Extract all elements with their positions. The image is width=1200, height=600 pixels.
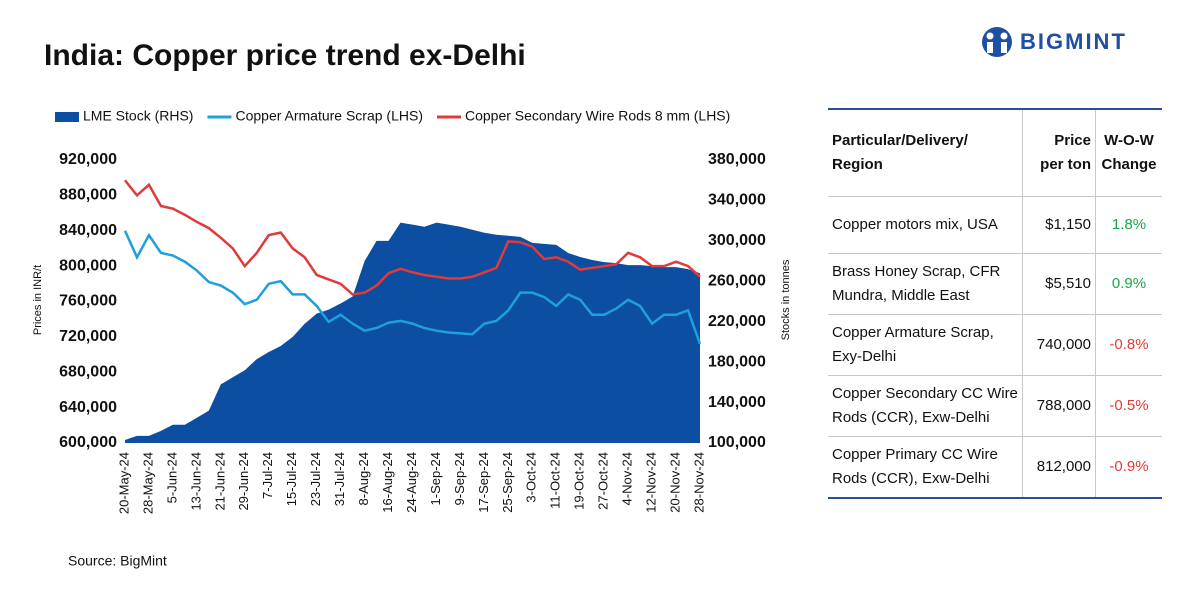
y-tick-label: 680,000 xyxy=(59,363,117,380)
price-table: Particular/Delivery/ Region Price per to… xyxy=(828,108,1162,499)
x-tick-label: 28-Nov-24 xyxy=(691,452,706,513)
change-cell: -0.9% xyxy=(1095,436,1162,499)
y-tick-label: 600,000 xyxy=(59,434,117,451)
header-cell: Particular/Delivery/ Region xyxy=(828,108,1023,197)
logo-icon xyxy=(982,27,1012,57)
y-axis-label: Prices in INR/t xyxy=(32,265,44,335)
logo-icon xyxy=(987,42,993,53)
y2-tick-label: 260,000 xyxy=(708,273,766,290)
x-tick-label: 19-Oct-24 xyxy=(572,452,587,510)
price-cell: 812,000 xyxy=(1022,436,1096,499)
legend-label: Copper Armature Scrap (LHS) xyxy=(235,108,423,124)
change-cell: 0.9% xyxy=(1095,253,1162,315)
table-row: Copper Armature Scrap, Exy-Delhi 740,000-… xyxy=(828,314,1162,376)
row-label: Copper Primary CC Wire Rods (CCR), Exw-D… xyxy=(828,436,1023,499)
y2-tick-label: 380,000 xyxy=(708,151,766,168)
price-cell: $1,150 xyxy=(1022,196,1096,254)
table-row: Copper Secondary CC Wire Rods (CCR), Exw… xyxy=(828,375,1162,437)
x-tick-label: 17-Sep-24 xyxy=(476,452,491,513)
table-row: Brass Honey Scrap, CFR Mundra, Middle Ea… xyxy=(828,253,1162,315)
x-tick-label: 9-Sep-24 xyxy=(452,452,467,505)
table-row: Copper motors mix, USA $1,150 1.8% xyxy=(828,196,1162,254)
y2-tick-label: 300,000 xyxy=(708,232,766,249)
source-note: Source: BigMint xyxy=(68,553,167,569)
line xyxy=(124,179,701,296)
line xyxy=(123,230,702,345)
x-tick-label: 1-Sep-24 xyxy=(428,452,443,505)
row-label: Brass Honey Scrap, CFR Mundra, Middle Ea… xyxy=(828,253,1023,315)
y-tick-label: 760,000 xyxy=(59,293,117,310)
legend-swatch xyxy=(55,112,79,122)
y-tick-label: 840,000 xyxy=(59,222,117,239)
x-tick-label: 28-May-24 xyxy=(140,452,155,514)
x-tick-label: 11-Oct-24 xyxy=(548,452,563,509)
change-cell: 1.8% xyxy=(1095,196,1162,254)
x-tick-label: 23-Jul-24 xyxy=(308,452,323,506)
x-tick-label: 3-Oct-24 xyxy=(524,452,539,503)
x-tick-label: 5-Jun-24 xyxy=(164,452,179,503)
logo-icon xyxy=(986,32,994,40)
x-tick-label: 21-Jun-24 xyxy=(212,452,227,511)
logo: BIGMINT xyxy=(982,27,1127,57)
y2-tick-label: 100,000 xyxy=(708,434,766,451)
y2-axis-label: Stocks in tonnes xyxy=(780,259,792,340)
y2-tick-label: 140,000 xyxy=(708,394,766,411)
legend-label: Copper Secondary Wire Rods 8 mm (LHS) xyxy=(465,108,730,124)
x-tick-label: 20-May-24 xyxy=(116,452,131,514)
y2-tick-label: 180,000 xyxy=(708,353,766,370)
x-tick-label: 8-Aug-24 xyxy=(356,452,371,505)
area xyxy=(125,222,700,443)
x-tick-label: 16-Aug-24 xyxy=(380,452,395,513)
logo-text: BIGMINT xyxy=(1020,29,1127,54)
x-tick-label: 7-Jul-24 xyxy=(260,452,275,499)
y-tick-label: 880,000 xyxy=(59,187,117,204)
table-header: Particular/Delivery/ Region Price per to… xyxy=(828,108,1162,197)
price-cell: $5,510 xyxy=(1022,253,1096,315)
y-tick-label: 640,000 xyxy=(59,399,117,416)
legend-label: LME Stock (RHS) xyxy=(83,108,193,124)
x-tick-label: 4-Nov-24 xyxy=(620,452,635,505)
header-cell: W-O-W Change xyxy=(1095,108,1162,197)
price-cell: 740,000 xyxy=(1022,314,1096,376)
y-tick-label: 800,000 xyxy=(59,257,117,274)
change-cell: -0.8% xyxy=(1095,314,1162,376)
x-tick-label: 29-Jun-24 xyxy=(236,452,251,511)
y2-tick-label: 340,000 xyxy=(708,192,766,209)
row-label: Copper Secondary CC Wire Rods (CCR), Exw… xyxy=(828,375,1023,437)
change-cell: -0.5% xyxy=(1095,375,1162,437)
logo-icon xyxy=(1001,42,1007,53)
y2-tick-label: 220,000 xyxy=(708,313,766,330)
x-tick-label: 20-Nov-24 xyxy=(667,452,682,513)
x-tick-label: 13-Jun-24 xyxy=(188,452,203,511)
x-tick-label: 12-Nov-24 xyxy=(644,452,659,513)
row-label: Copper Armature Scrap, Exy-Delhi xyxy=(828,314,1023,376)
y-tick-label: 720,000 xyxy=(59,328,117,345)
x-tick-label: 15-Jul-24 xyxy=(284,452,299,506)
row-label: Copper motors mix, USA xyxy=(828,196,1023,254)
x-tick-label: 24-Aug-24 xyxy=(404,452,419,513)
x-tick-label: 25-Sep-24 xyxy=(500,452,515,513)
y-tick-label: 920,000 xyxy=(59,151,117,168)
logo-icon xyxy=(1000,32,1008,40)
x-tick-label: 27-Oct-24 xyxy=(596,452,611,510)
page-title: India: Copper price trend ex-Delhi xyxy=(44,39,526,72)
header-cell: Price per ton xyxy=(1022,108,1096,197)
table-row: Copper Primary CC Wire Rods (CCR), Exw-D… xyxy=(828,436,1162,499)
x-tick-label: 31-Jul-24 xyxy=(332,452,347,506)
price-cell: 788,000 xyxy=(1022,375,1096,437)
